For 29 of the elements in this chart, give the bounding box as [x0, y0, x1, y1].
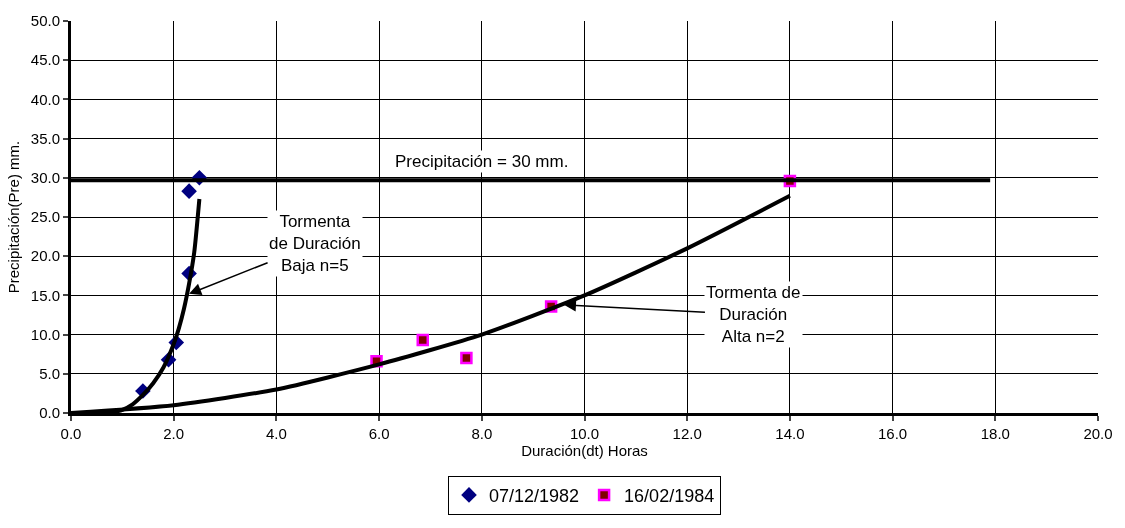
x-tick-label: 4.0 [265, 425, 287, 442]
y-tick-label: 0.0 [39, 404, 60, 422]
y-tick-label: 30.0 [30, 169, 60, 187]
y-tick-label: 35.0 [30, 129, 60, 147]
legend-label: 16/02/1984 [624, 485, 715, 506]
x-tick-label: 20.0 [1083, 425, 1113, 442]
x-tick-label: 8.0 [471, 425, 493, 442]
annotation: Precipitación = 30 mm. [395, 152, 569, 171]
x-tick-label: 10.0 [569, 425, 600, 442]
x-tick-label: 14.0 [775, 425, 805, 442]
y-tick-label: 15.0 [30, 286, 60, 304]
x-tick-label: 6.0 [368, 425, 390, 442]
x-tick-label: 0.0 [60, 425, 82, 442]
y-tick-label: 10.0 [30, 325, 60, 343]
y-tick-label: 5.0 [39, 365, 60, 383]
y-tick-label: 50.0 [30, 12, 60, 30]
x-tick-label: 18.0 [980, 425, 1010, 442]
x-axis-title: Duración(dt) Horas [521, 442, 648, 459]
x-tick-label: 2.0 [163, 425, 185, 442]
annotation: Tormenta de Duración Alta n=2 [706, 283, 801, 347]
y-tick-label: 20.0 [30, 247, 60, 265]
y-tick-label: 45.0 [30, 51, 60, 69]
y-axis-title: Precipitación(Pre) mm. [5, 140, 23, 294]
y-tick-label: 25.0 [30, 208, 60, 226]
x-tick-label: 16.0 [878, 425, 908, 442]
legend-label: 07/12/1982 [489, 485, 580, 506]
x-tick-label: 12.0 [672, 425, 702, 442]
annotation: Tormenta de Duración Baja n=5 [269, 212, 361, 276]
y-tick-label: 40.0 [30, 90, 60, 108]
